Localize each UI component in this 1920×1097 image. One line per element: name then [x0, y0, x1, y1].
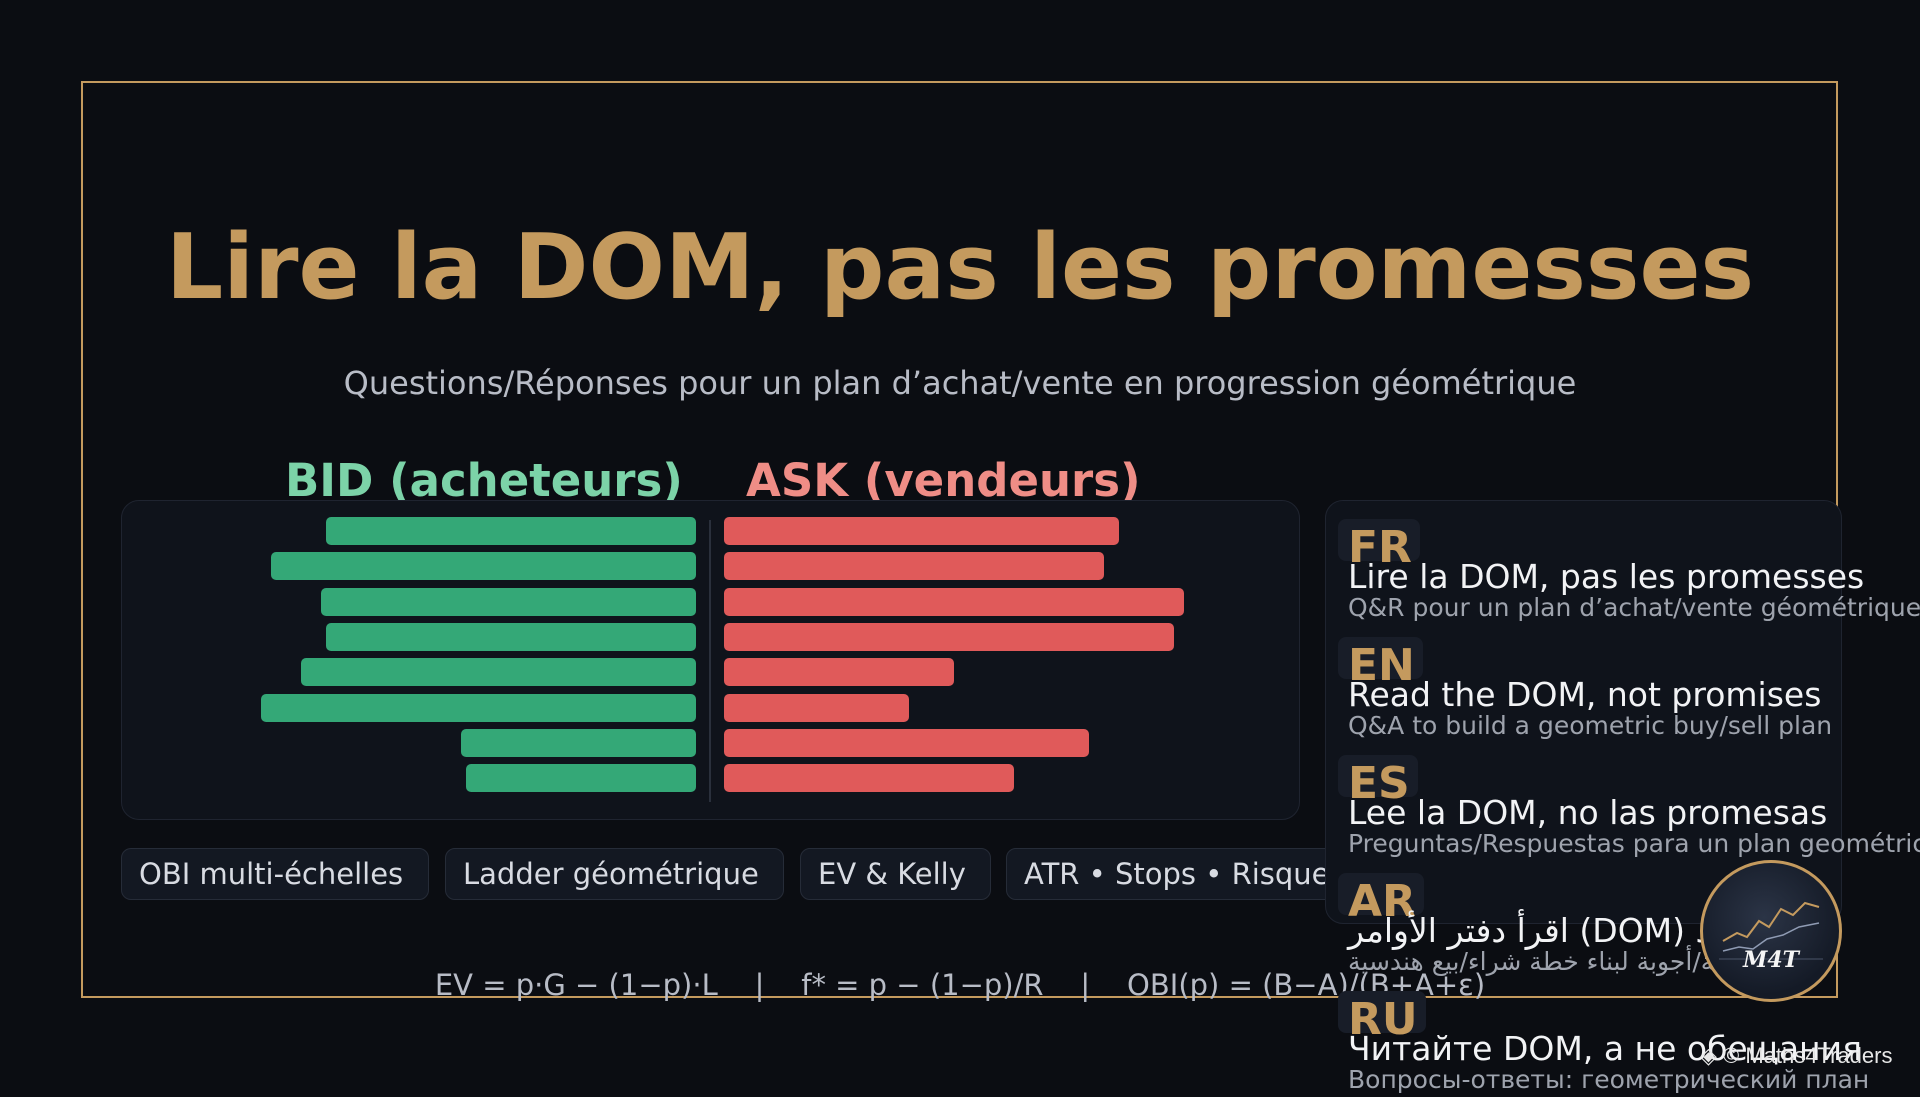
ask-bar [724, 517, 1119, 545]
lang-block-en: EN Read the DOM, not promises Q&A to bui… [1338, 637, 1920, 753]
lang-code: AR [1338, 873, 1424, 927]
ask-bar [724, 694, 909, 722]
lang-title: Read the DOM, not promises [1348, 675, 1822, 714]
lang-block-fr: FR Lire la DOM, pas les promesses Q&R po… [1338, 519, 1920, 635]
bid-label: BID (acheteurs) [285, 454, 683, 507]
ask-bar [724, 552, 1104, 580]
bid-bar [271, 552, 696, 580]
bid-bar [326, 623, 696, 651]
m4t-logo: M4T [1700, 860, 1842, 1002]
ask-bar [724, 658, 954, 686]
chip-ladder: Ladder géométrique [445, 848, 784, 900]
lang-title: Lee la DOM, no las promesas [1348, 793, 1828, 832]
lang-title: Читайте DOM, а не обещания [1348, 1029, 1862, 1068]
lang-block-es: ES Lee la DOM, no las promesas Preguntas… [1338, 755, 1920, 871]
lang-subtitle: Preguntas/Respuestas para un plan geomét… [1348, 829, 1920, 858]
ask-bar [724, 623, 1174, 651]
page-title: Lire la DOM, pas les promesses [165, 215, 1755, 320]
chip-ev-kelly: EV & Kelly [800, 848, 991, 900]
ask-bar [724, 729, 1089, 757]
lang-subtitle: أسئلة/أجوبة لبناء خطة شراء/بيع هندسية [1348, 947, 1758, 976]
lang-subtitle: Q&A to build a geometric buy/sell plan [1348, 711, 1833, 740]
bid-bar [466, 764, 696, 792]
ask-label: ASK (vendeurs) [746, 454, 1141, 507]
page-subtitle: Questions/Réponses pour un plan d’achat/… [343, 364, 1577, 402]
ask-bar [724, 588, 1184, 616]
chip-atr-stops: ATR • Stops • Risque [1006, 848, 1336, 900]
lang-subtitle: Q&R pour un plan d’achat/vente géométriq… [1348, 593, 1920, 622]
bid-bar [301, 658, 696, 686]
chart-emblem-icon [1719, 901, 1823, 960]
ask-bar [724, 764, 1014, 792]
chip-obi: OBI multi-échelles [121, 848, 429, 900]
dom-mid-divider [709, 520, 711, 802]
bid-bar [461, 729, 696, 757]
logo-text: M4T [1742, 947, 1800, 973]
language-panel [1325, 500, 1842, 924]
bid-bar [326, 517, 696, 545]
formula-line: EV = p·G − (1−p)·L | f* = p − (1−p)/R | … [434, 968, 1486, 1002]
bid-bar [321, 588, 696, 616]
lang-title: Lire la DOM, pas les promesses [1348, 557, 1865, 596]
bid-bar [261, 694, 696, 722]
copyright-credit: ◈ © Maths4Traders [1700, 1043, 1893, 1068]
